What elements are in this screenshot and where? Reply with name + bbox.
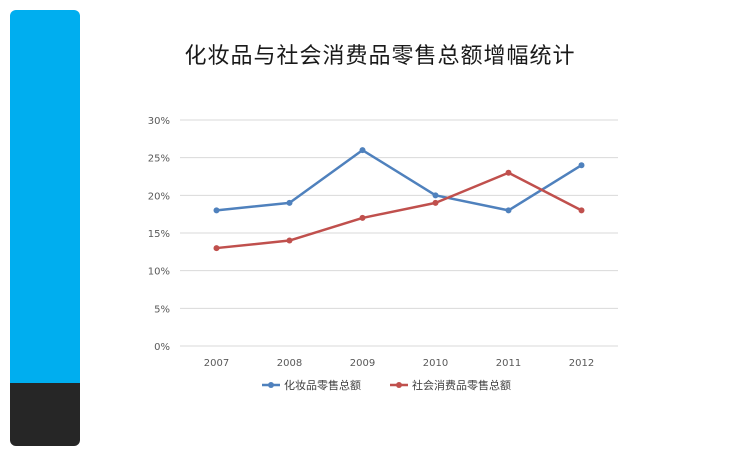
data-point xyxy=(432,199,439,206)
y-tick-label: 15% xyxy=(148,229,170,240)
series-lines xyxy=(216,148,583,250)
y-tick-label: 0% xyxy=(154,342,170,353)
y-tick-label: 10% xyxy=(148,267,170,278)
data-point xyxy=(505,207,512,214)
series-line-2 xyxy=(216,171,583,250)
data-point xyxy=(359,214,366,221)
grid-lines xyxy=(180,119,618,347)
data-point xyxy=(213,245,220,252)
legend-label-1: 化妆品零售总额 xyxy=(284,378,361,392)
data-point xyxy=(359,147,366,154)
y-tick-label: 5% xyxy=(154,304,170,315)
series-points xyxy=(213,147,585,252)
x-tick-label: 2009 xyxy=(350,358,375,369)
x-tick-label: 2011 xyxy=(496,358,521,369)
x-tick-label: 2007 xyxy=(204,358,229,369)
data-point xyxy=(213,207,220,214)
data-point xyxy=(578,207,585,214)
legend-label-2: 社会消费品零售总额 xyxy=(412,378,511,392)
x-tick-label: 2008 xyxy=(277,358,302,369)
data-point xyxy=(286,237,293,244)
y-axis-ticks: 0% 5% 10% 15% 20% 25% 30% xyxy=(148,116,170,353)
legend-marker-1 xyxy=(268,382,274,388)
decorative-side-bar xyxy=(10,10,80,446)
y-tick-label: 25% xyxy=(148,154,170,165)
side-bar-top xyxy=(10,10,80,383)
data-point xyxy=(505,169,512,176)
series-line-1 xyxy=(216,148,583,212)
legend-marker-2 xyxy=(396,382,402,388)
y-tick-label: 30% xyxy=(148,116,170,127)
x-tick-label: 2010 xyxy=(423,358,448,369)
y-tick-label: 20% xyxy=(148,191,170,202)
x-axis-ticks: 2007 2008 2009 2010 2011 2012 xyxy=(204,358,594,369)
x-tick-label: 2012 xyxy=(569,358,594,369)
data-point xyxy=(432,192,439,199)
data-point xyxy=(286,199,293,206)
data-point xyxy=(578,162,585,169)
chart-title: 化妆品与社会消费品零售总额增幅统计 xyxy=(184,44,576,69)
side-bar-bottom xyxy=(10,383,80,446)
legend: 化妆品零售总额 社会消费品零售总额 xyxy=(262,378,511,392)
